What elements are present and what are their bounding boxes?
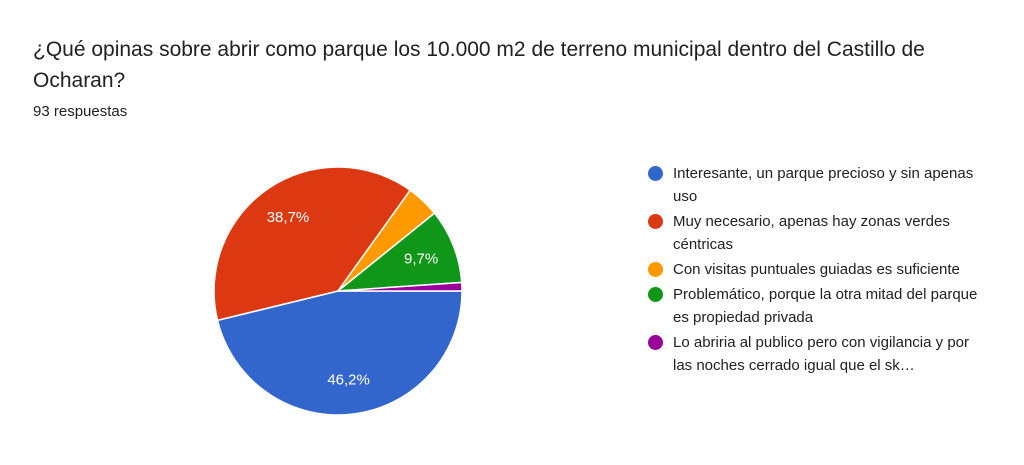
slice-label-1: 46,2% [327,372,370,389]
slice-label-4: 9,7% [404,250,438,267]
legend-label: Muy necesario, apenas hay zonas verdes c… [673,213,950,253]
legend-swatch-icon [648,335,663,350]
slice-label-2: 38,7% [267,209,310,226]
pie-slice-1[interactable] [216,290,463,416]
legend-item-4[interactable]: Problemático, porque la otra mitad del p… [648,283,988,329]
legend-swatch-icon [648,166,663,181]
legend-swatch-icon [648,214,663,229]
pie-slice-2[interactable] [213,166,412,322]
legend-swatch-icon [648,262,663,277]
response-count: 93 respuestas [33,103,128,120]
legend-label: Interesante, un parque precioso y sin ap… [673,165,974,205]
legend-item-3[interactable]: Con visitas puntuales guiadas es suficie… [648,258,988,281]
pie-slice-5[interactable] [337,281,463,292]
chart-legend: Interesante, un parque precioso y sin ap… [648,162,988,379]
pie-slice-4[interactable] [335,212,463,292]
question-title: ¿Qué opinas sobre abrir como parque los … [33,38,925,92]
legend-item-1[interactable]: Interesante, un parque precioso y sin ap… [648,162,988,208]
legend-label: Problemático, porque la otra mitad del p… [673,286,978,326]
legend-swatch-icon [648,287,663,302]
legend-label: Lo abriria al publico pero con vigilanci… [673,334,970,374]
legend-item-2[interactable]: Muy necesario, apenas hay zonas verdes c… [648,210,988,256]
legend-item-5[interactable]: Lo abriria al publico pero con vigilanci… [648,331,988,377]
legend-label: Con visitas puntuales guiadas es suficie… [673,261,960,278]
